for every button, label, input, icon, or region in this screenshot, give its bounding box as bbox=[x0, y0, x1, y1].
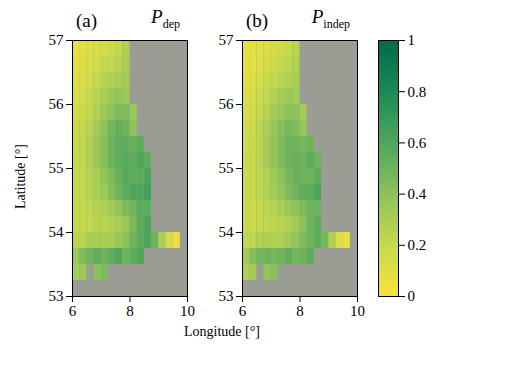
svg-text:56: 56 bbox=[49, 96, 65, 112]
svg-text:55: 55 bbox=[49, 160, 64, 176]
svg-text:6: 6 bbox=[69, 303, 77, 319]
svg-text:0.2: 0.2 bbox=[408, 237, 427, 253]
svg-text:0.8: 0.8 bbox=[408, 84, 427, 100]
svg-text:8: 8 bbox=[126, 303, 134, 319]
html-text:(a): (a) bbox=[76, 10, 98, 31]
svg-text:1: 1 bbox=[408, 32, 416, 48]
svg-text:0: 0 bbox=[408, 288, 416, 304]
svg-text:8: 8 bbox=[296, 303, 304, 319]
html-text:Longitude [°]: Longitude [°] bbox=[184, 324, 260, 339]
html-text:Pdep: Pdep bbox=[151, 6, 180, 31]
svg-text:10: 10 bbox=[180, 303, 195, 319]
svg-text:6: 6 bbox=[239, 303, 247, 319]
svg-text:0.6: 0.6 bbox=[408, 135, 427, 151]
svg-text:57: 57 bbox=[219, 32, 235, 48]
html-text:Pindep: Pindep bbox=[311, 6, 350, 31]
svg-text:53: 53 bbox=[219, 288, 234, 304]
svg-text:54: 54 bbox=[219, 224, 235, 240]
svg-text:57: 57 bbox=[49, 32, 65, 48]
svg-text:53: 53 bbox=[49, 288, 64, 304]
svg-text:10: 10 bbox=[350, 303, 365, 319]
svg-text:54: 54 bbox=[49, 224, 65, 240]
html-text:Latitude [°]: Latitude [°] bbox=[13, 144, 28, 210]
svg-text:0.4: 0.4 bbox=[408, 186, 427, 202]
html-text:(b): (b) bbox=[246, 10, 269, 31]
svg-text:56: 56 bbox=[219, 96, 235, 112]
svg-text:55: 55 bbox=[219, 160, 234, 176]
